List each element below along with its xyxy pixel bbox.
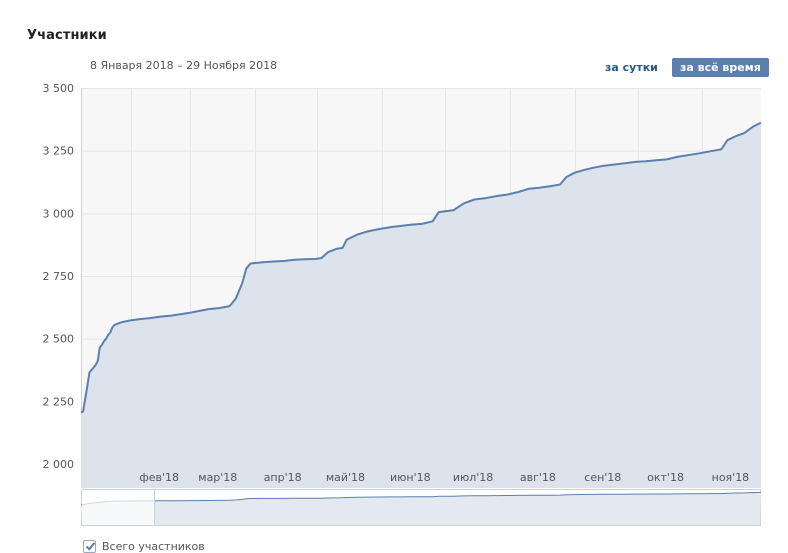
y-tick-label: 3 000 xyxy=(43,207,75,220)
check-icon xyxy=(85,541,96,551)
per-day-button[interactable]: за сутки xyxy=(605,61,658,74)
x-tick-label: июл'18 xyxy=(453,471,493,484)
members-line xyxy=(80,121,762,414)
y-tick-label: 3 500 xyxy=(43,82,75,95)
navigator-area xyxy=(81,492,761,525)
x-tick-label: май'18 xyxy=(326,471,365,484)
y-tick-label: 3 250 xyxy=(43,145,75,158)
x-axis-ticks: фев'18 мар'18 апр'18 май'18 июн'18 июл'18 авг'… xyxy=(139,471,749,484)
members-area xyxy=(81,122,761,488)
x-tick-label: сен'18 xyxy=(584,471,621,484)
y-tick-label: 2 500 xyxy=(43,333,75,346)
y-tick-label: 2 750 xyxy=(43,270,75,283)
range-navigator[interactable] xyxy=(81,489,762,526)
x-tick-label: апр'18 xyxy=(264,471,302,484)
navigator-mask-left xyxy=(82,490,155,525)
series-checkbox[interactable] xyxy=(83,539,96,553)
legend[interactable]: Всего участников xyxy=(83,539,205,553)
all-time-button[interactable]: за всё время xyxy=(672,58,769,77)
y-tick-label: 2 000 xyxy=(43,458,75,471)
chart-title: Участники xyxy=(27,28,107,43)
date-range: 8 Января 2018 – 29 Ноября 2018 xyxy=(90,59,278,72)
x-tick-label: фев'18 xyxy=(139,471,179,484)
y-tick-label: 2 250 xyxy=(43,395,75,408)
x-tick-label: мар'18 xyxy=(198,471,237,484)
legend-label: Всего участников xyxy=(102,539,205,553)
y-axis-ticks: 2 000 2 250 2 500 2 750 3 000 3 250 3 500 xyxy=(43,82,75,471)
x-tick-label: окт'18 xyxy=(647,471,684,484)
x-tick-label: авг'18 xyxy=(520,471,556,484)
x-tick-label: июн'18 xyxy=(390,471,431,484)
x-tick-label: ноя'18 xyxy=(712,471,750,484)
